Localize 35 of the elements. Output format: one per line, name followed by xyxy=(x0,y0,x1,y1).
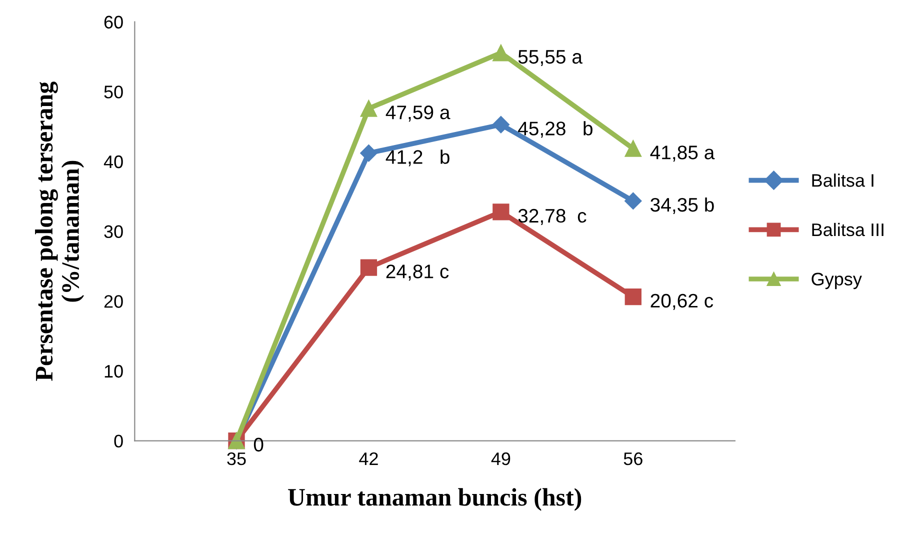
y-tick-label: 50 xyxy=(104,86,123,98)
x-tick-label: 56 xyxy=(624,452,642,466)
point xyxy=(624,192,642,210)
y-tick-label: 10 xyxy=(104,364,123,378)
point xyxy=(360,259,378,276)
data-label: 41,2 b xyxy=(386,150,450,166)
point xyxy=(360,144,378,162)
point xyxy=(624,288,642,306)
y-tick-label: 0 xyxy=(114,434,123,448)
data-label: 34,35 b xyxy=(650,197,714,214)
data-label: 41,85 a xyxy=(650,146,715,162)
data-label: 55,55 a xyxy=(518,50,582,66)
data-label: 32,78 c xyxy=(518,208,586,225)
y-axis-title: Persentase polong terserang (%/tanaman) xyxy=(35,82,84,381)
point xyxy=(492,116,510,134)
data-label: 47,59 a xyxy=(386,106,450,122)
legend-label: Balitsa I xyxy=(812,174,874,187)
y-tick-label: 30 xyxy=(104,225,123,238)
point xyxy=(492,204,510,220)
point xyxy=(624,140,642,157)
y-tick-label: 40 xyxy=(104,155,123,168)
data-label: 24,81 c xyxy=(386,264,449,281)
y-tick-label: 60 xyxy=(104,16,123,29)
data-label: 0 xyxy=(254,438,264,452)
data-label: 20,62 c xyxy=(650,294,714,310)
legend-label: Gypsy xyxy=(812,272,862,290)
data-label: 45,28 b xyxy=(518,121,592,138)
x-tick-label: 49 xyxy=(491,452,510,466)
y-tick-label: 20 xyxy=(104,295,123,308)
point xyxy=(492,44,510,62)
x-axis-title: Umur tanaman buncis (hst) xyxy=(288,488,582,511)
point xyxy=(360,100,378,117)
x-tick-label: 35 xyxy=(227,452,246,466)
x-tick-label: 42 xyxy=(359,452,378,465)
legend-label: Balitsa III xyxy=(812,222,884,236)
